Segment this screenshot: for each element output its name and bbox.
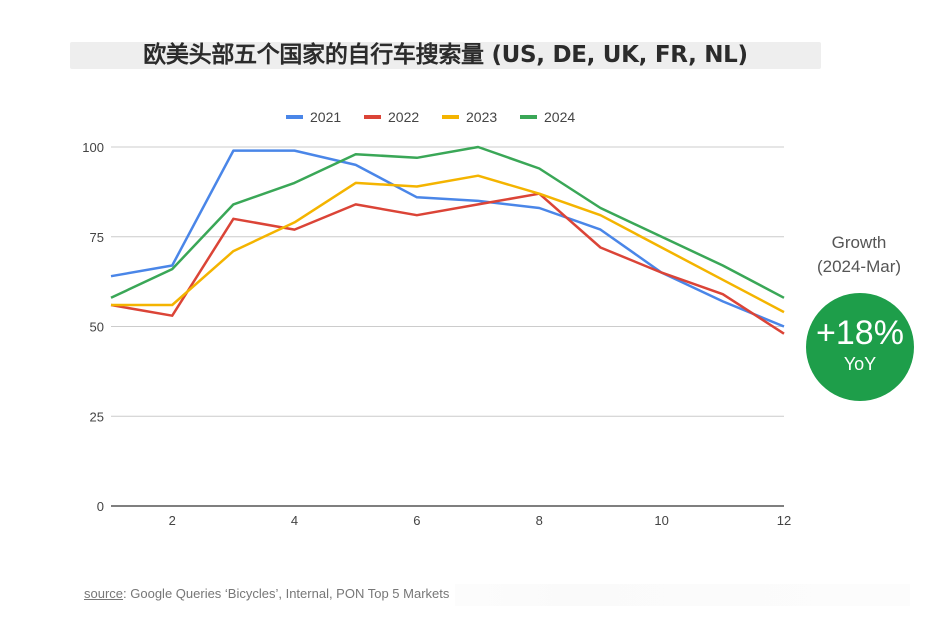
growth-value: +18% xyxy=(816,314,904,352)
growth-unit: YoY xyxy=(843,354,877,374)
source-note: source: Google Queries ‘Bicycles’, Inter… xyxy=(84,586,449,601)
legend-label: 2024 xyxy=(544,109,575,125)
y-tick-label: 75 xyxy=(90,230,104,245)
title-background xyxy=(70,42,821,69)
x-tick-label: 2 xyxy=(169,513,176,528)
y-tick-label: 25 xyxy=(90,409,104,424)
growth-badge: +18% YoY xyxy=(806,293,914,401)
x-tick-label: 4 xyxy=(291,513,298,528)
growth-period: (2024-Mar) xyxy=(816,257,902,276)
legend-label: 2023 xyxy=(466,109,497,125)
x-tick-label: 8 xyxy=(536,513,543,528)
chart-title: 欧美头部五个国家的自行车搜索量 (US, DE, UK, FR, NL) xyxy=(143,42,748,68)
series-line-2023 xyxy=(111,174,785,314)
source-prefix[interactable]: source xyxy=(84,586,124,601)
redacted-blur xyxy=(455,584,910,606)
y-tick-label: 0 xyxy=(97,499,104,514)
legend-label: 2021 xyxy=(310,109,341,125)
series-line-2022 xyxy=(110,192,785,335)
y-tick-label: 100 xyxy=(82,140,104,155)
legend-label: 2022 xyxy=(388,109,419,125)
x-tick-label: 12 xyxy=(777,513,791,528)
growth-label: Growth xyxy=(831,233,887,252)
y-tick-label: 50 xyxy=(90,320,104,335)
x-tick-label: 6 xyxy=(413,513,420,528)
series-line-2021 xyxy=(110,149,785,328)
source-text: : Google Queries ‘Bicycles’, Internal, P… xyxy=(123,586,450,601)
series-line-2024 xyxy=(110,145,785,299)
x-tick-label: 10 xyxy=(654,513,668,528)
